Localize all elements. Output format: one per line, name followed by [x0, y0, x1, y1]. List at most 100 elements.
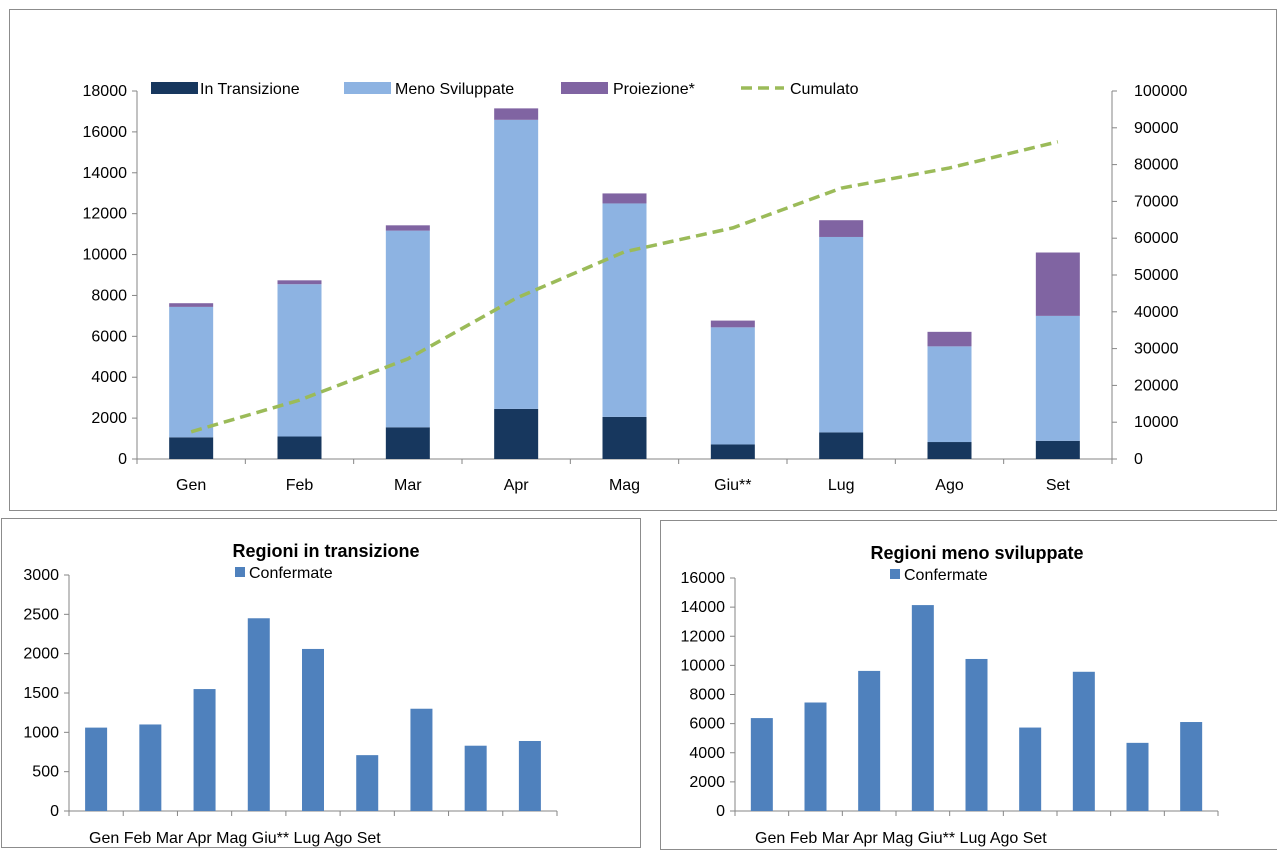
bar-proiezione	[385, 225, 430, 231]
main-chart-panel: 0 2000 4000 6000 8000 10000 12000 14000 16000 180…	[9, 9, 1277, 511]
x-tick-label: Apr	[849, 830, 878, 847]
bar-confermate	[1126, 742, 1149, 811]
y-tick-label: 4000	[689, 745, 725, 762]
bar-in-transizione	[277, 436, 322, 459]
y-tick-label: 4000	[91, 369, 127, 386]
bar-confermate	[750, 718, 773, 811]
bar-in-transizione	[927, 442, 972, 459]
bar-in-transizione	[819, 432, 864, 459]
x-tick-label: Giu**	[247, 830, 289, 847]
x-tick-label: Feb	[286, 477, 314, 494]
x-tick-label: Gen	[176, 477, 206, 494]
bar-confermate	[410, 708, 433, 811]
y-tick-label: 3000	[23, 567, 59, 584]
transition-chart-panel: Regioni in transizione Confermate 0 500 1000…	[1, 518, 641, 848]
bar-confermate	[356, 755, 379, 811]
x-tick-label: Set	[1046, 477, 1071, 494]
x-tick-label: Apr	[504, 477, 530, 494]
y-tick-label: 10000	[681, 657, 726, 674]
legend-meno-sviluppate-label: Meno Sviluppate	[395, 81, 514, 98]
x-tick-label: Apr	[183, 830, 212, 847]
y-tick-label: 12000	[681, 628, 726, 645]
bar-confermate	[965, 658, 988, 811]
bar-proiezione	[1035, 252, 1080, 316]
y2-tick-label: 40000	[1134, 304, 1179, 321]
x-tick-label: Ago	[986, 830, 1018, 847]
bar-confermate	[518, 740, 541, 811]
bar-confermate	[1072, 671, 1095, 811]
bar-meno-sviluppate	[819, 236, 864, 433]
bar-confermate	[1180, 722, 1203, 811]
bar-in-transizione	[710, 444, 755, 459]
bar-in-transizione	[494, 408, 539, 459]
legend-cumulato-label: Cumulato	[790, 81, 859, 98]
y2-tick-label: 100000	[1134, 83, 1187, 100]
cumulato-line	[190, 140, 1059, 434]
y-tick-label: 18000	[83, 83, 128, 100]
bar-proiezione	[819, 220, 864, 237]
bar-meno-sviluppate	[1035, 315, 1080, 441]
y2-tick-label: 20000	[1134, 377, 1179, 394]
bar-confermate	[247, 618, 270, 811]
legend-confermate-swatch	[235, 567, 245, 577]
legend-confermate-label: Confermate	[904, 567, 988, 584]
y-tick-label: 1500	[23, 685, 59, 702]
x-tick-label: Giu**	[913, 830, 955, 847]
y2-tick-label: 30000	[1134, 341, 1179, 358]
x-tick-label: Ago	[320, 830, 352, 847]
y2-tick-label: 50000	[1134, 267, 1179, 284]
bar-proiezione	[602, 193, 647, 204]
y-tick-label: 1000	[23, 724, 59, 741]
y-tick-label: 2500	[23, 606, 59, 623]
bar-proiezione	[710, 320, 755, 328]
x-tick-label: Mag	[212, 830, 248, 847]
y-tick-label: 6000	[689, 716, 725, 733]
y-tick-label: 14000	[681, 599, 726, 616]
x-tick-label: Giu**	[714, 477, 751, 494]
x-tick-label: Gen	[755, 830, 785, 847]
bar-confermate	[139, 724, 162, 811]
x-tick-label: Ago	[935, 477, 964, 494]
chart-title: Regioni in transizione	[232, 541, 419, 561]
legend-proiezione-label: Proiezione*	[613, 81, 695, 98]
less-developed-bar-chart: Regioni meno sviluppate Confermate 0 2000 40…	[681, 543, 1219, 847]
x-tick-labels: Gen Feb Mar Apr Mag Giu** Lug Ago Set	[89, 830, 381, 847]
y-tick-label: 10000	[83, 247, 128, 264]
x-tick-label: Mar	[394, 477, 422, 494]
bar-confermate	[464, 745, 487, 811]
y-tick-label: 0	[716, 803, 725, 820]
bar-proiezione	[169, 303, 214, 307]
bar-confermate	[858, 670, 881, 811]
bar-confermate	[1019, 727, 1042, 811]
legend-confermate-label: Confermate	[249, 565, 333, 582]
bar-meno-sviluppate	[385, 230, 430, 428]
y-tick-label: 0	[118, 451, 127, 468]
y2-tick-label: 70000	[1134, 193, 1179, 210]
legend-meno-sviluppate-swatch	[344, 82, 391, 94]
less-developed-chart-panel: Regioni meno sviluppate Confermate 0 2000 40…	[660, 520, 1277, 850]
x-tick-label: Set	[352, 830, 381, 847]
y-tick-label: 2000	[23, 646, 59, 663]
bar-proiezione	[927, 331, 972, 347]
y-tick-label: 16000	[681, 570, 726, 587]
bar-meno-sviluppate	[602, 203, 647, 417]
y-tick-label: 8000	[91, 287, 127, 304]
y-tick-label: 2000	[91, 410, 127, 427]
y-tick-label: 14000	[83, 165, 128, 182]
bar-meno-sviluppate	[169, 306, 214, 438]
bar-confermate	[193, 689, 216, 811]
y-tick-label: 16000	[83, 124, 128, 141]
x-tick-label: Mar	[151, 830, 184, 847]
x-tick-label: Set	[1018, 830, 1047, 847]
y2-tick-label: 80000	[1134, 157, 1179, 174]
y-tick-label: 500	[32, 764, 59, 781]
y2-tick-label: 90000	[1134, 120, 1179, 137]
x-tick-label: Feb	[119, 830, 151, 847]
chart-title: Regioni meno sviluppate	[870, 543, 1083, 563]
legend-in-transizione-swatch	[151, 82, 198, 94]
y-tick-label: 6000	[91, 328, 127, 345]
bar-proiezione	[277, 280, 322, 285]
bar-meno-sviluppate	[277, 284, 322, 437]
x-tick-label: Lug	[289, 830, 320, 847]
transition-bar-chart: Regioni in transizione Confermate 0 500 1000…	[23, 541, 558, 847]
